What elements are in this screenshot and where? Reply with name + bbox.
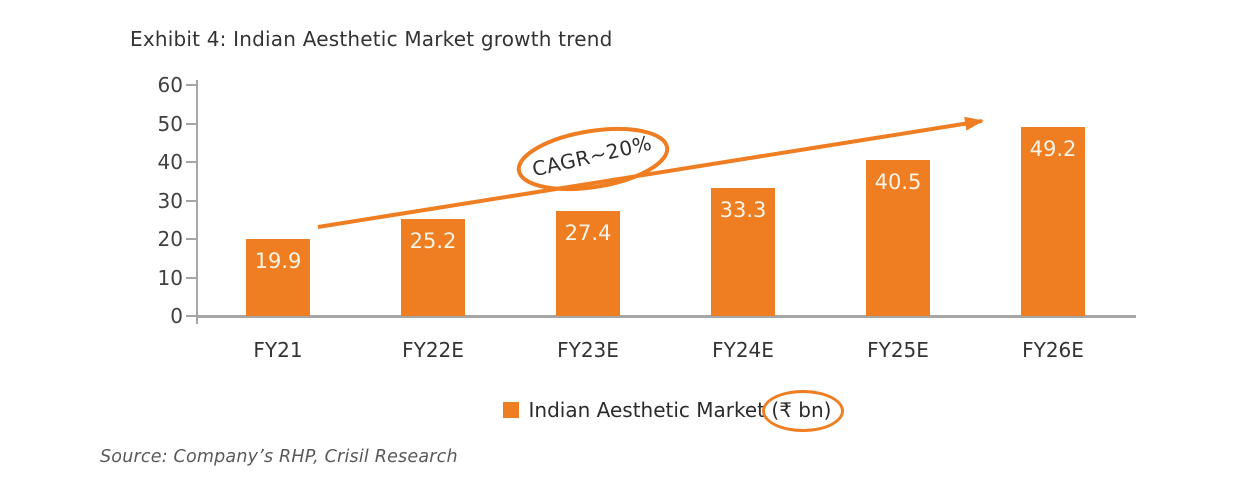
y-tick-label: 0	[170, 304, 183, 328]
source-note: Source: Company’s RHP, Crisil Research	[100, 447, 458, 467]
x-category-label: FY24E	[712, 338, 774, 362]
x-category-label: FY23E	[557, 338, 619, 362]
y-tick-label: 40	[157, 150, 183, 174]
chart-title: Exhibit 4: Indian Aesthetic Market growt…	[130, 27, 613, 51]
x-category-label: FY22E	[402, 338, 464, 362]
y-tick	[186, 84, 196, 86]
cagr-annotation-label: CAGR~20%	[529, 130, 655, 182]
y-tick	[186, 200, 196, 202]
y-tick-label: 30	[157, 189, 183, 213]
legend-label: Indian Aesthetic Market (₹ bn)	[528, 390, 845, 432]
y-tick	[186, 277, 196, 279]
x-category-label: FY26E	[1022, 338, 1084, 362]
y-tick-label: 60	[157, 73, 183, 97]
y-axis-line	[196, 80, 198, 324]
bar-value-label: 40.5	[874, 170, 922, 194]
bar: 19.9	[246, 239, 310, 316]
legend-circled-part: (₹ bn)	[762, 390, 845, 432]
bar-value-label: 27.4	[564, 221, 612, 245]
bar-value-label: 49.2	[1029, 137, 1077, 161]
bar: 27.4	[556, 211, 620, 316]
legend-circle-annotation	[762, 390, 845, 432]
y-tick-label: 20	[157, 227, 183, 251]
bar: 25.2	[401, 219, 465, 316]
bar-value-label: 33.3	[719, 198, 767, 222]
bar: 49.2	[1021, 127, 1085, 316]
bar-value-label: 19.9	[254, 249, 302, 273]
y-tick-label: 10	[157, 266, 183, 290]
y-tick-label: 50	[157, 112, 183, 136]
bar: 40.5	[866, 160, 930, 316]
legend: Indian Aesthetic Market (₹ bn)	[198, 390, 1136, 432]
legend-swatch	[502, 402, 519, 418]
y-tick	[186, 315, 196, 317]
x-category-label: FY25E	[867, 338, 929, 362]
y-tick	[186, 238, 196, 240]
legend-label-prefix: Indian Aesthetic Market	[528, 398, 772, 422]
x-category-label: FY21	[253, 338, 303, 362]
y-tick	[186, 123, 196, 125]
x-axis-line	[196, 315, 1136, 318]
y-tick	[186, 161, 196, 163]
bar: 33.3	[711, 188, 775, 316]
bar-value-label: 25.2	[409, 229, 457, 253]
